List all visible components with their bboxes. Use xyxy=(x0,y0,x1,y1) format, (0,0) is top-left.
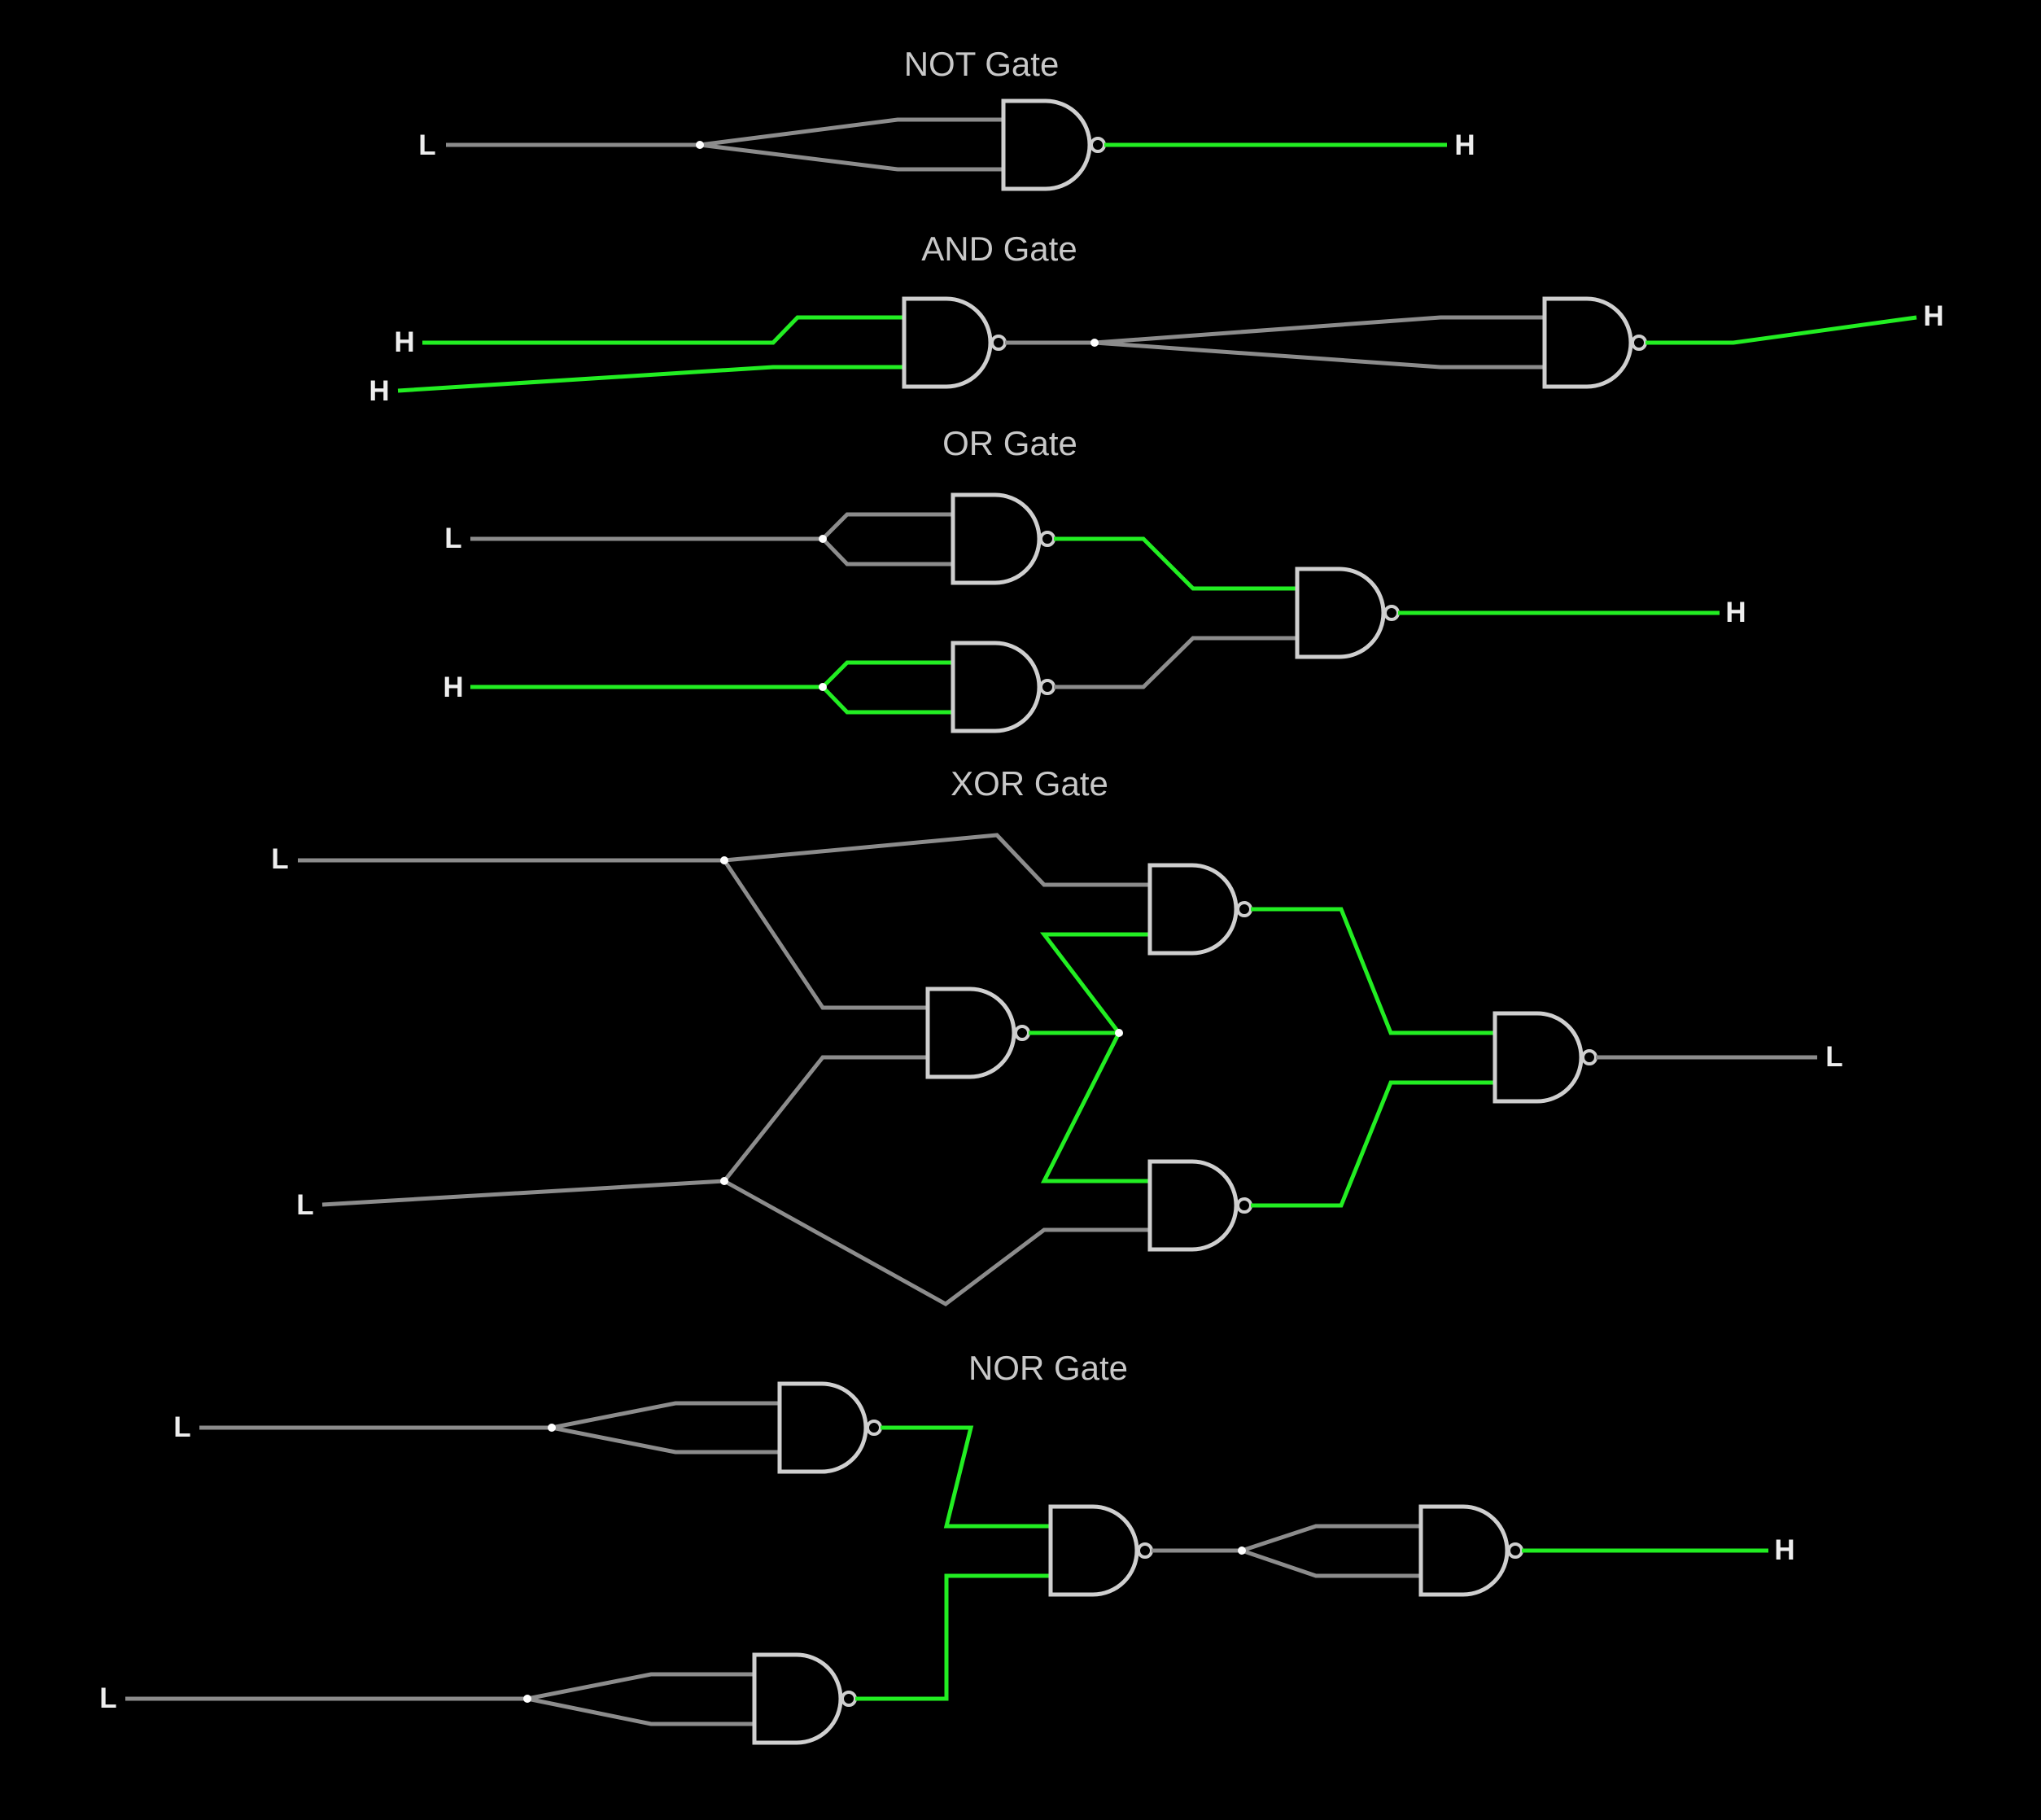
not-junction xyxy=(696,141,704,149)
and-input-a-label: H xyxy=(394,326,414,358)
or-junction-b xyxy=(819,683,827,691)
xor-input-a-label: L xyxy=(271,843,288,875)
nor-junction-b xyxy=(523,1695,531,1703)
xor-input-a-top-wire xyxy=(298,833,1150,887)
or-nand-gate-3 xyxy=(1297,569,1398,657)
xor-input-b-mid-wire xyxy=(321,1055,928,1207)
and-input-a-wire xyxy=(422,315,904,345)
xor-input-b-label: L xyxy=(296,1189,313,1221)
not-nand-gate xyxy=(1003,101,1104,189)
nor-output-label: H xyxy=(1774,1534,1794,1566)
and-gate-title: AND Gate xyxy=(921,230,1077,268)
and-output-label: H xyxy=(1923,300,1943,332)
nor-lower-mid-wire xyxy=(855,1573,1051,1701)
or-junction-a xyxy=(819,535,827,543)
xor-gate-title: XOR Gate xyxy=(951,764,1108,803)
xor-output-label: L xyxy=(1825,1041,1842,1073)
or-input-a-wire xyxy=(470,512,953,567)
or-input-a-label: L xyxy=(444,523,461,554)
or-gate-title: OR Gate xyxy=(942,424,1077,462)
nor-nand-gate-2 xyxy=(754,1655,855,1743)
nor-inverter-wire xyxy=(1152,1524,1421,1578)
nor-junction-a xyxy=(548,1424,556,1432)
xor-input-b-bottom-wire xyxy=(723,1179,1150,1306)
nor-input-a-label: L xyxy=(173,1411,190,1443)
nor-junction-mid xyxy=(1238,1547,1246,1555)
not-output-label: H xyxy=(1454,129,1475,161)
xor-junction-a xyxy=(720,856,728,864)
nor-input-b-label: L xyxy=(99,1682,116,1714)
or-lower-mid-wire xyxy=(1054,636,1297,689)
and-output-wire xyxy=(1645,315,1917,345)
not-input-wire xyxy=(446,117,1003,172)
not-input-label: L xyxy=(418,129,435,161)
and-nand-gate-2 xyxy=(1545,299,1645,387)
xor-junction-b xyxy=(720,1177,728,1185)
xor-nand-gate-1 xyxy=(928,989,1029,1077)
xor-nand-gate-2 xyxy=(1150,865,1251,953)
nor-gate-title: NOR Gate xyxy=(968,1349,1128,1387)
nor-input-b-wire xyxy=(125,1672,754,1726)
xor-nand-gate-3 xyxy=(1150,1162,1251,1249)
and-junction xyxy=(1090,339,1099,347)
or-output-label: H xyxy=(1725,597,1746,628)
nor-upper-mid-wire xyxy=(881,1425,1051,1529)
and-middle-wire xyxy=(1005,315,1545,370)
xor-junction-mid xyxy=(1115,1029,1123,1037)
or-upper-mid-wire xyxy=(1054,536,1297,591)
not-gate-title: NOT Gate xyxy=(904,45,1060,83)
xor-lower-out-wire xyxy=(1251,1080,1495,1208)
xor-input-a-mid-wire xyxy=(722,859,928,1010)
nor-nand-gate-3 xyxy=(1051,1507,1152,1595)
nor-input-a-wire xyxy=(199,1401,780,1455)
or-nand-gate-1 xyxy=(953,495,1054,583)
or-input-b-label: H xyxy=(443,672,463,703)
xor-upper-out-wire xyxy=(1251,907,1495,1035)
and-nand-gate-1 xyxy=(904,299,1005,387)
xor-mid-wire xyxy=(1029,932,1150,1183)
and-input-b-wire xyxy=(397,365,904,393)
or-nand-gate-2 xyxy=(953,643,1054,731)
xor-nand-gate-4 xyxy=(1495,1013,1596,1101)
nor-nand-gate-4 xyxy=(1421,1507,1522,1595)
or-input-b-wire xyxy=(470,660,953,715)
nor-nand-gate-1 xyxy=(780,1384,881,1472)
and-input-b-label: H xyxy=(369,375,389,407)
